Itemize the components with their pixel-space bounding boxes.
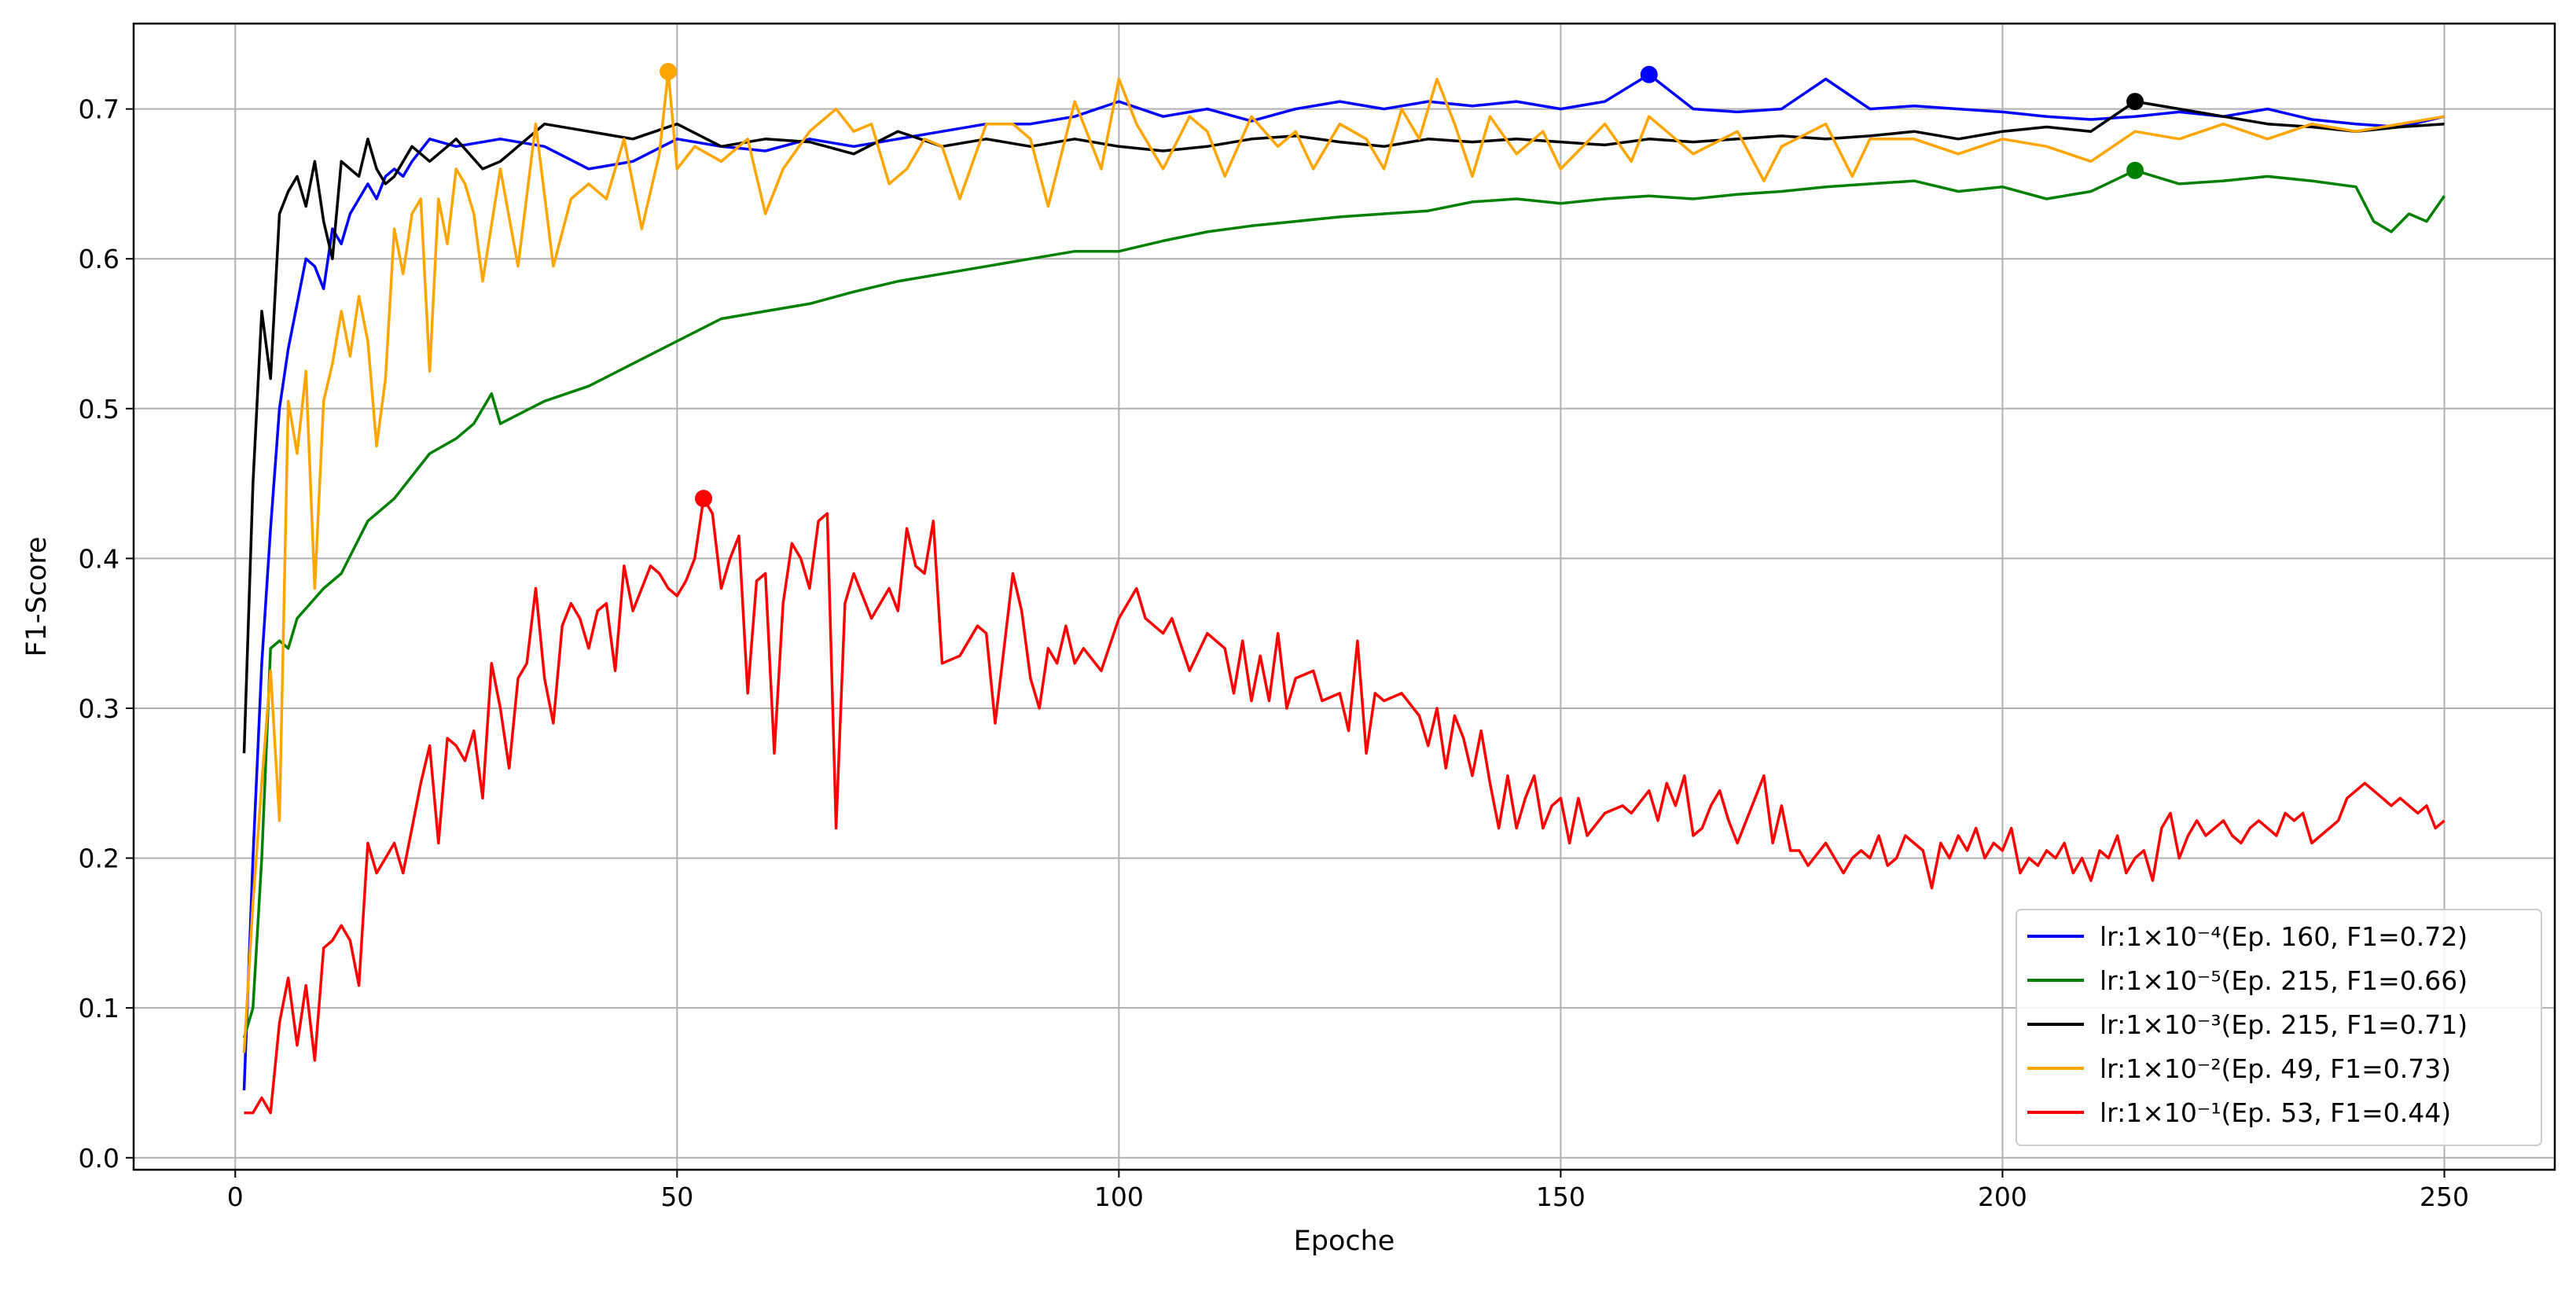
plot-frame [132,22,2556,1171]
y-tick-label: 0.3 [79,693,119,724]
best-point-marker-1 [2126,161,2144,179]
best-point-marker-3 [660,62,678,80]
y-tick-label: 0.2 [79,843,119,874]
y-tick-label: 0.1 [79,993,119,1024]
legend: lr:1×10⁻⁴(Ep. 160, F1=0.72) lr:1×10⁻⁵(Ep.… [2016,909,2542,1146]
y-tick-label: 0.5 [79,394,119,424]
y-tick-label: 0.0 [79,1143,119,1174]
best-point-marker-0 [1640,65,1658,83]
series-lines [242,70,2446,1115]
y-tick-label: 0.4 [79,543,119,574]
y-tick-label: 0.6 [79,244,119,274]
y-tick-label: 0.7 [79,94,119,125]
series-line-2 [242,100,2445,754]
series-line-1 [242,169,2446,1038]
legend-entry-4: lr:1×10⁻¹(Ep. 53, F1=0.44) [2100,1097,2451,1128]
legend-box [2016,909,2542,1146]
x-tick-label: 250 [2420,1182,2469,1212]
series-line-3 [242,70,2445,1053]
best-point-marker-4 [695,490,713,508]
y-axis-title: F1-Score [21,536,53,656]
x-tick-label: 100 [1094,1182,1144,1212]
x-tick-label: 150 [1536,1182,1586,1212]
series-line-4 [244,497,2446,1115]
legend-entry-3: lr:1×10⁻²(Ep. 49, F1=0.73) [2100,1053,2451,1084]
legend-entry-0: lr:1×10⁻⁴(Ep. 160, F1=0.72) [2100,921,2468,952]
axis-ticks: 0 50 100 150 200 250 0.0 0.1 0.2 0.3 0.4 0.5 0.6 0.7 [79,94,2469,1212]
best-point-marker-2 [2126,93,2144,111]
x-tick-label: 200 [1978,1182,2027,1212]
best-markers [660,62,2144,508]
x-tick-label: 0 [227,1182,244,1212]
legend-entry-1: lr:1×10⁻⁵(Ep. 215, F1=0.66) [2100,965,2468,996]
x-axis-title: Epoche [1294,1226,1395,1257]
legend-entry-2: lr:1×10⁻³(Ep. 215, F1=0.71) [2100,1009,2468,1040]
x-tick-label: 50 [660,1182,693,1212]
